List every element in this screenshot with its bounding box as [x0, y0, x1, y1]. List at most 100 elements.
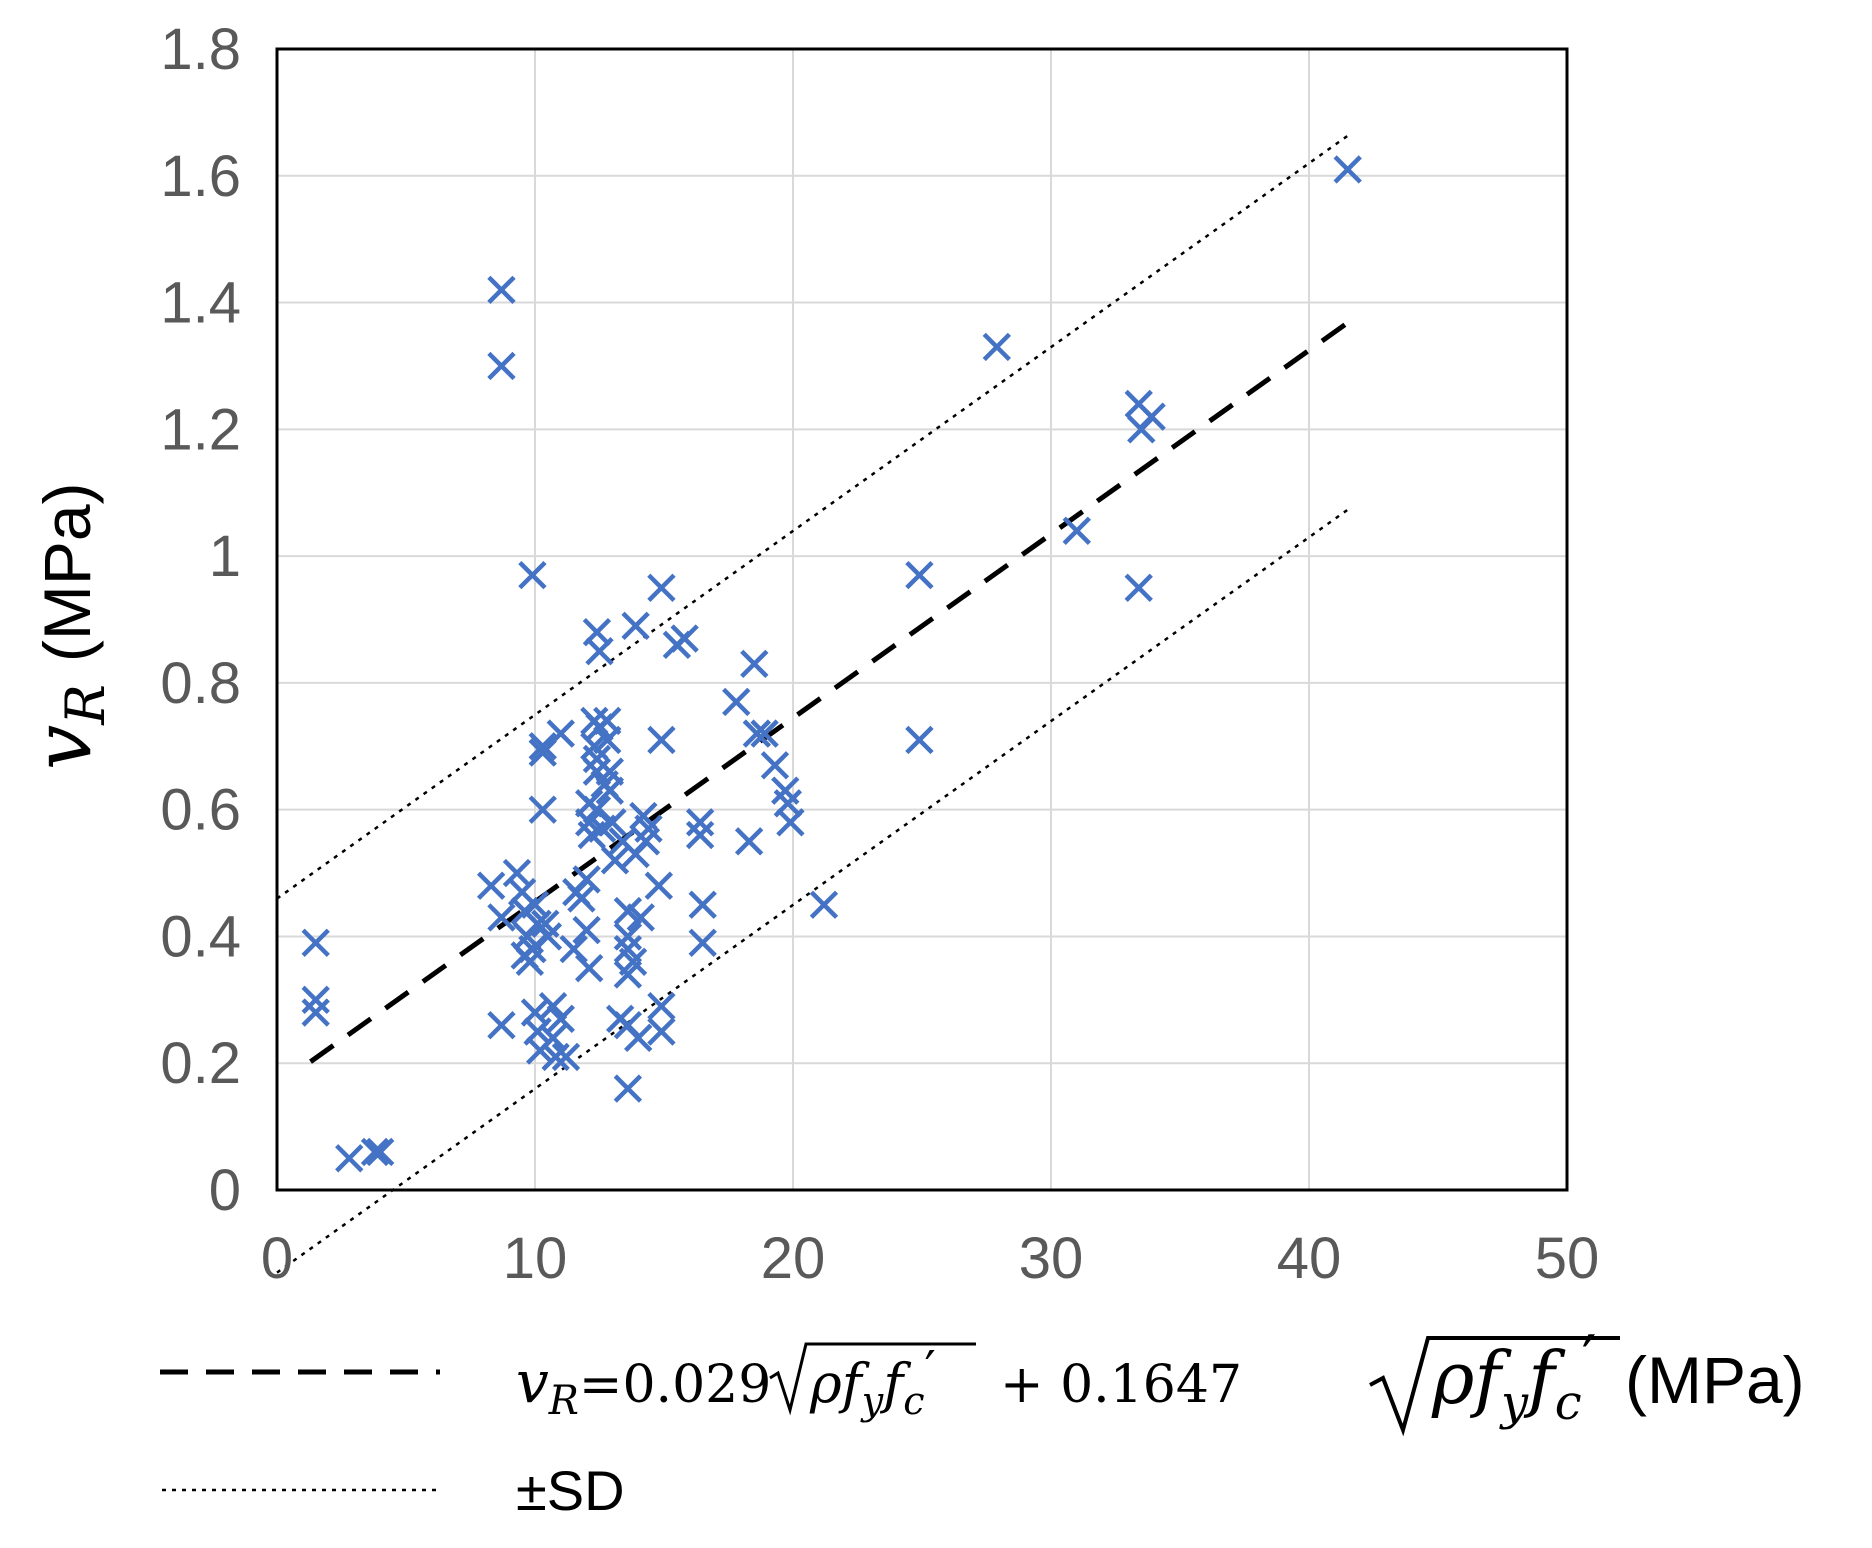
data-point-54 — [593, 725, 622, 755]
y-tick-label-3: 0.6 — [160, 778, 241, 843]
x-axis-unit: (MPa) — [1625, 1343, 1805, 1417]
legend-fit-sub2: c — [903, 1379, 924, 1423]
svg-text:vR=0.029: vR=0.029 — [516, 1348, 771, 1424]
data-point-33 — [546, 1004, 575, 1034]
data-point-56 — [595, 776, 625, 805]
data-point-71 — [624, 1023, 653, 1053]
y-tick-labels: 0 0.2 0.4 0.6 0.8 1 1.2 1.4 1.6 1.8 — [160, 17, 241, 1223]
legend-fit-coef: =0.029 — [579, 1355, 771, 1415]
data-point-9 — [487, 275, 516, 305]
data-point-68 — [618, 947, 648, 976]
y-tick-label-6: 1.2 — [160, 397, 241, 462]
fit-lines — [276, 134, 1350, 1274]
data-point-31 — [541, 1042, 570, 1072]
data-point-76 — [644, 871, 674, 900]
x-tick-label-5: 50 — [1535, 1226, 1600, 1291]
data-point-26 — [528, 795, 557, 824]
data-point-18 — [518, 560, 547, 590]
data-point-72 — [626, 903, 655, 932]
y-axis-title: vR (MPa) — [16, 482, 117, 770]
legend-fit-prime: ′ — [925, 1340, 936, 1398]
y-tick-label-5: 1 — [209, 524, 241, 589]
data-point-2 — [301, 998, 330, 1027]
data-point-105 — [1333, 155, 1362, 184]
y-tick-label-2: 0.4 — [160, 904, 241, 969]
data-point-99 — [982, 332, 1012, 362]
legend-sd-entry: ±SD — [162, 1459, 625, 1522]
y-tick-label-0: 0 — [209, 1158, 241, 1223]
x-tick-labels: 0 10 20 30 40 50 — [261, 1226, 1599, 1291]
data-point-85 — [688, 890, 717, 919]
data-point-77 — [647, 991, 676, 1021]
sd-upper-line — [276, 134, 1349, 900]
data-point-86 — [688, 928, 717, 957]
legend-fit-intercept: + 0.1647 — [1000, 1355, 1242, 1415]
data-point-55 — [593, 706, 622, 736]
x-axis-sub2: c — [1555, 1375, 1582, 1431]
data-point-4 — [360, 1137, 390, 1167]
data-point-103 — [1124, 573, 1153, 602]
y-tick-label-4: 0.8 — [160, 651, 241, 716]
data-point-39 — [572, 915, 601, 945]
data-point-69 — [621, 611, 650, 641]
y-tick-label-1: 0.2 — [160, 1031, 241, 1096]
data-point-6 — [476, 871, 506, 900]
data-point-34 — [551, 1042, 581, 1072]
x-axis-title: ρfyfc′ (MPa) — [1369, 1322, 1805, 1437]
data-point-0 — [301, 928, 330, 957]
data-point-67 — [613, 1074, 643, 1103]
y-axis-var: v — [16, 725, 109, 770]
data-point-95 — [776, 808, 805, 837]
data-point-82 — [670, 624, 699, 653]
x-axis-rho: ρ — [1431, 1336, 1474, 1420]
data-point-59 — [600, 846, 630, 875]
data-point-104 — [1137, 402, 1166, 431]
legend-fit-entry: vR=0.029 ρfyfc′ + 0.1647 — [160, 1340, 1242, 1424]
fit-line — [309, 320, 1350, 1064]
data-point-75 — [634, 814, 663, 843]
data-point-7 — [487, 903, 516, 932]
data-point-3 — [335, 1144, 364, 1173]
svg-text:vR(MPa): vR (MPa) — [16, 482, 117, 770]
y-tick-label-8: 1.6 — [160, 144, 241, 209]
data-point-96 — [809, 890, 839, 919]
y-tick-label-7: 1.4 — [160, 271, 241, 336]
data-point-91 — [750, 719, 779, 748]
data-point-62 — [613, 896, 643, 926]
data-point-10 — [487, 351, 516, 381]
plot-area-border — [275, 47, 1569, 1192]
data-point-28 — [533, 922, 563, 951]
legend-fit-sub: R — [548, 1378, 579, 1424]
data-point-98 — [905, 725, 934, 755]
data-point-87 — [722, 687, 751, 717]
x-tick-label-0: 0 — [261, 1226, 293, 1291]
legend-fit-sub1: y — [860, 1379, 884, 1423]
legend-sqrt-sign — [769, 1342, 976, 1416]
data-point-79 — [647, 573, 676, 602]
data-point-32 — [546, 719, 575, 748]
data-point-97 — [905, 560, 934, 590]
x-tick-label-1: 10 — [503, 1226, 568, 1291]
x-axis-prime: ′ — [1582, 1322, 1597, 1399]
y-axis-unit: (MPa) — [30, 482, 104, 662]
data-point-57 — [595, 757, 625, 786]
data-point-50 — [585, 637, 614, 666]
data-point-5 — [366, 1137, 395, 1167]
data-point-42 — [574, 953, 604, 983]
data-point-80 — [647, 725, 676, 755]
data-point-89 — [740, 649, 769, 679]
data-points — [301, 155, 1362, 1173]
data-point-24 — [528, 732, 557, 761]
y-tick-label-9: 1.8 — [160, 17, 241, 82]
data-point-35 — [559, 934, 588, 964]
data-point-84 — [685, 820, 715, 850]
data-point-38 — [572, 865, 601, 894]
legend-sd-label: ±SD — [516, 1459, 625, 1522]
x-axis-sub1: y — [1499, 1375, 1529, 1431]
data-point-90 — [742, 719, 772, 748]
legend-fit-v: v — [516, 1348, 549, 1416]
data-point-88 — [734, 827, 764, 856]
grid-lines — [277, 49, 1567, 1190]
data-point-58 — [598, 808, 627, 837]
y-axis-sub: R — [54, 684, 117, 726]
